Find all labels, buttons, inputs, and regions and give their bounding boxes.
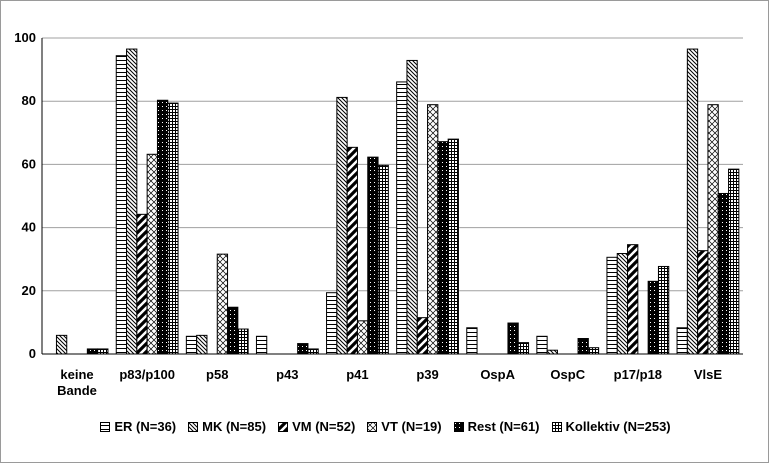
bar <box>185 335 198 355</box>
bar <box>115 55 128 355</box>
bar <box>627 244 639 355</box>
bar <box>616 253 629 355</box>
legend-swatch-fill <box>100 421 111 432</box>
bar <box>136 213 148 355</box>
bar <box>377 164 389 355</box>
bars <box>55 48 740 355</box>
y-tick-label: 100 <box>14 30 36 45</box>
y-tick-label: 80 <box>22 93 36 108</box>
legend-item: MK (N=85) <box>188 419 266 434</box>
x-tick-label: Bande <box>57 383 97 398</box>
legend-label: MK (N=85) <box>202 419 267 434</box>
x-tick-label: keine <box>60 367 93 382</box>
x-tick-label: p39 <box>416 367 438 382</box>
bar <box>307 348 319 355</box>
bar <box>326 292 338 355</box>
legend-swatch <box>453 421 464 432</box>
legend-swatch-fill <box>551 421 562 432</box>
bar <box>216 253 229 355</box>
legend-swatch <box>278 421 289 432</box>
legend: ER (N=36) MK (N=85) VM (N=52) VT (N=19) Rest… <box>1 419 769 434</box>
bar <box>657 265 670 355</box>
bar <box>587 347 600 355</box>
y-tick-label: 40 <box>22 220 36 235</box>
bar <box>146 153 158 355</box>
legend-item: ER (N=36) <box>100 419 176 434</box>
bar <box>647 280 659 355</box>
bar <box>297 343 309 355</box>
bar <box>86 348 99 355</box>
bar <box>507 322 519 355</box>
legend-label: VM (N=52) <box>292 419 356 434</box>
y-tick-label: 60 <box>22 156 36 171</box>
legend-swatch <box>551 421 562 432</box>
bar <box>255 335 268 355</box>
x-tick-label: p41 <box>346 367 368 382</box>
x-tick-label: p43 <box>276 367 298 382</box>
legend-swatch-fill <box>188 421 199 432</box>
x-tick-label: OspA <box>480 367 515 382</box>
x-tick-label: p58 <box>206 367 228 382</box>
bar <box>367 156 379 355</box>
bar <box>55 334 68 355</box>
legend-item: Rest (N=61) <box>453 419 540 434</box>
legend-label: ER (N=36) <box>114 419 177 434</box>
bar <box>356 320 369 355</box>
bar <box>517 342 530 355</box>
bar <box>237 328 249 355</box>
bar <box>697 250 709 355</box>
legend-item: VM (N=52) <box>278 419 355 434</box>
bar <box>167 102 179 355</box>
legend-swatch-fill <box>278 421 289 432</box>
bar <box>427 104 439 355</box>
bar <box>346 146 358 355</box>
bar <box>466 327 478 355</box>
bar <box>156 99 169 355</box>
legend-label: VT (N=19) <box>381 419 442 434</box>
bar <box>676 327 688 355</box>
bar <box>728 168 740 355</box>
bar <box>717 192 730 355</box>
bar <box>546 349 558 355</box>
legend-item: Kollektiv (N=253) <box>551 419 671 434</box>
bar <box>447 138 459 355</box>
bar <box>126 48 138 355</box>
bar <box>196 334 208 355</box>
bar <box>707 104 719 355</box>
bar <box>336 96 348 355</box>
x-tick-label: VlsE <box>694 367 723 382</box>
bar <box>437 141 449 355</box>
x-tick-label: OspC <box>550 367 585 382</box>
legend-swatch <box>367 421 378 432</box>
y-tick-label: 0 <box>29 346 36 361</box>
bar <box>416 317 429 355</box>
x-tick-label: p17/p18 <box>614 367 662 382</box>
bar <box>577 338 589 355</box>
bar <box>606 256 618 355</box>
legend-item: VT (N=19) <box>367 419 442 434</box>
bar <box>536 335 548 355</box>
legend-label: Rest (N=61) <box>467 419 540 434</box>
legend-swatch-fill <box>367 421 378 432</box>
legend-swatch <box>188 421 199 432</box>
legend-label: Kollektiv (N=253) <box>565 419 671 434</box>
legend-swatch-fill <box>453 421 464 432</box>
y-tick-label: 20 <box>22 283 36 298</box>
bar <box>686 48 699 355</box>
bar <box>97 348 109 355</box>
bar <box>396 81 408 355</box>
x-tick-label: p83/p100 <box>119 367 175 382</box>
legend-swatch <box>100 421 111 432</box>
bar <box>227 306 239 355</box>
bar <box>406 59 418 355</box>
